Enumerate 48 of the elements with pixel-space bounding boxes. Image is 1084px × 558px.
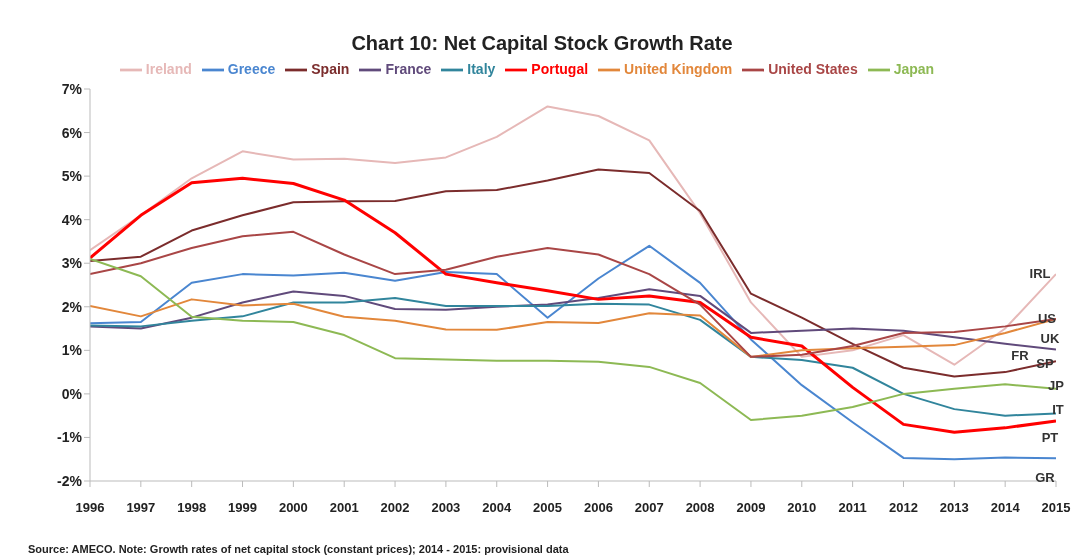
x-tick-label: 2013 <box>939 500 969 516</box>
y-tick-label: 3% <box>61 255 83 272</box>
x-tick-label: 2005 <box>533 500 563 516</box>
annotation: IT <box>1052 401 1064 417</box>
x-tick-label: 1998 <box>177 500 207 516</box>
legend-label: Japan <box>893 60 935 77</box>
x-tick-label: 2009 <box>736 500 766 516</box>
x-tick-label: 2015 <box>1041 500 1071 516</box>
x-tick-label: 2008 <box>685 500 715 516</box>
x-tick-label: 1996 <box>75 500 105 516</box>
x-tick-label: 2001 <box>329 500 359 516</box>
annotation: PT <box>1041 429 1059 445</box>
x-tick-label: 2010 <box>787 500 817 516</box>
x-tick-label: 2000 <box>278 500 308 516</box>
x-tick-label: 2012 <box>889 500 918 516</box>
annotation: GR <box>1035 469 1055 485</box>
annotation: IRL <box>1029 265 1051 281</box>
legend-label: Greece <box>227 60 276 77</box>
x-tick-label: 2004 <box>482 500 512 516</box>
y-tick-label: 6% <box>61 124 83 141</box>
x-tick-label: 1997 <box>126 500 156 516</box>
y-tick-label: 1% <box>61 342 83 359</box>
legend-label: Italy <box>467 60 496 77</box>
legend-label: United Kingdom <box>624 60 733 77</box>
x-tick-label: 2007 <box>634 500 664 516</box>
legend-label: Portugal <box>531 60 589 77</box>
chart-title: Chart 10: Net Capital Stock Growth Rate <box>350 31 734 55</box>
y-tick-label: 4% <box>61 211 83 228</box>
y-tick-label: 5% <box>61 168 83 185</box>
x-tick-label: 2003 <box>431 500 461 516</box>
annotation: JP <box>1048 377 1064 393</box>
y-tick-label: 2% <box>61 298 83 315</box>
legend-label: United States <box>768 60 858 77</box>
y-tick-label: 0% <box>61 385 83 402</box>
y-tick-label: -2% <box>57 472 83 489</box>
legend-label: France <box>385 60 432 77</box>
annotation: FR <box>1011 347 1029 363</box>
x-tick-label: 1999 <box>228 500 257 516</box>
y-tick-label: -1% <box>57 429 83 446</box>
y-tick-label: 7% <box>61 80 83 97</box>
x-tick-label: 2006 <box>583 500 613 516</box>
legend-label: Ireland <box>145 60 192 77</box>
annotation: UK <box>1040 330 1060 346</box>
legend-label: Spain <box>311 60 350 77</box>
x-tick-label: 2014 <box>990 500 1021 516</box>
source-note: Source: AMECO. Note: Growth rates of net capital stock (constant prices); 2014 - 2015: provisional data <box>27 543 570 555</box>
x-tick-label: 2011 <box>838 500 867 516</box>
x-tick-label: 2002 <box>380 500 410 516</box>
